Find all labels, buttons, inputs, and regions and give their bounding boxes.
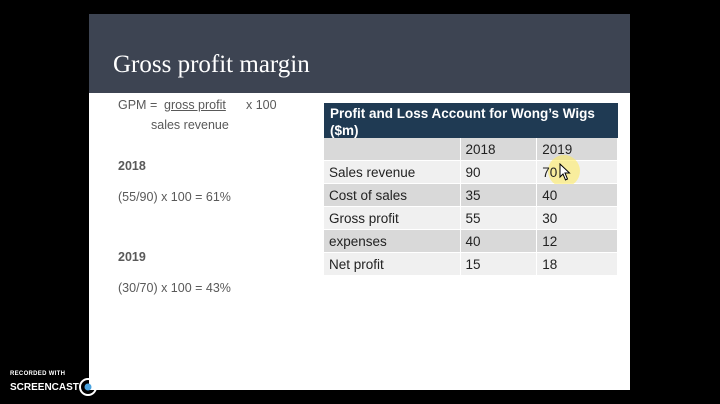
formula-label: GPM = bbox=[118, 98, 158, 112]
formula-multiplier: x 100 bbox=[246, 98, 277, 112]
row-label: Sales revenue bbox=[324, 160, 461, 184]
cell-2019-with-cursor: 70 bbox=[536, 155, 618, 187]
row-label: expenses bbox=[324, 229, 461, 253]
cell-2019: 40 bbox=[536, 183, 618, 207]
cell-2018: 55 bbox=[460, 206, 538, 230]
screencast-watermark: RECORDED WITH SCREENCAST MATIC bbox=[10, 371, 130, 396]
cell-2018: 35 bbox=[460, 183, 538, 207]
row-label: Gross profit bbox=[324, 206, 461, 230]
row-label: Cost of sales bbox=[324, 183, 461, 207]
cell-2019: 18 bbox=[536, 252, 618, 276]
slide-header: Gross profit margin bbox=[89, 14, 630, 93]
watermark-recorded-with: RECORDED WITH bbox=[10, 371, 66, 377]
year-heading-2018: 2018 bbox=[118, 159, 146, 173]
cell-2019: 12 bbox=[536, 229, 618, 253]
slide: Gross profit margin GPM = gross profit x… bbox=[89, 14, 630, 390]
cell-2019: 30 bbox=[536, 206, 618, 230]
table-header-row: 2018 2019 bbox=[324, 138, 618, 161]
table-title: Profit and Loss Account for Wong’s Wigs … bbox=[324, 103, 618, 138]
header-cell-2018: 2018 bbox=[460, 138, 538, 161]
cell-2018: 15 bbox=[460, 252, 538, 276]
header-cell-empty bbox=[324, 138, 461, 161]
watermark-brand: SCREENCAST bbox=[10, 382, 79, 393]
formula-denominator: sales revenue bbox=[151, 118, 229, 132]
calculation-2019: (30/70) x 100 = 43% bbox=[118, 281, 231, 295]
watermark-brand-suffix: MATIC bbox=[100, 382, 131, 393]
table-row: expenses 40 12 bbox=[324, 229, 618, 253]
table-row: Net profit 15 18 bbox=[324, 252, 618, 276]
gpm-formula: GPM = gross profit x 100 sales revenue bbox=[118, 98, 308, 138]
formula-numerator: gross profit bbox=[164, 98, 226, 112]
cell-2019: 70 bbox=[542, 164, 558, 180]
screencast-logo-icon bbox=[79, 378, 97, 396]
row-label: Net profit bbox=[324, 252, 461, 276]
mouse-cursor-icon bbox=[559, 163, 572, 181]
year-heading-2019: 2019 bbox=[118, 250, 146, 264]
header-cell-2019: 2019 bbox=[536, 138, 618, 161]
slide-title: Gross profit margin bbox=[113, 51, 310, 78]
profit-loss-table: Profit and Loss Account for Wong’s Wigs … bbox=[324, 103, 618, 276]
cell-2018: 90 bbox=[460, 160, 538, 184]
calculation-2018: (55/90) x 100 = 61% bbox=[118, 190, 231, 204]
table-row: Sales revenue 90 70 bbox=[324, 155, 618, 187]
table-row: Gross profit 55 30 bbox=[324, 206, 618, 230]
table-row: Cost of sales 35 40 bbox=[324, 183, 618, 207]
cell-2018: 40 bbox=[460, 229, 538, 253]
